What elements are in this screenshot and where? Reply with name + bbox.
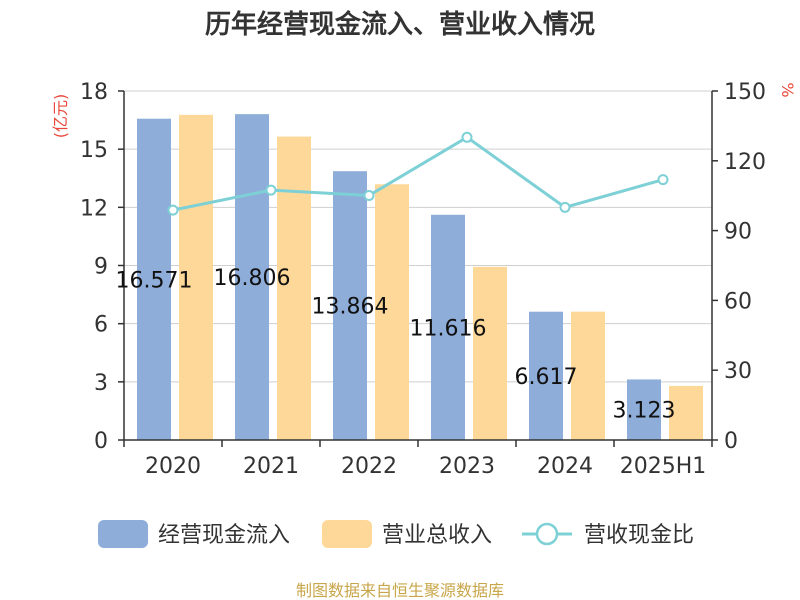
revenue-bar: [277, 136, 311, 440]
right-tick-label: 120: [724, 150, 766, 175]
x-tick-label: 2021: [243, 454, 299, 479]
chart-title: 历年经营现金流入、营业收入情况: [205, 9, 595, 40]
cash-inflow-bar: [137, 118, 171, 440]
left-axis-unit: (亿元): [51, 94, 70, 139]
x-tick-label: 2023: [439, 454, 495, 479]
ratio-line-group: [167, 131, 669, 216]
x-tick-label: 2020: [145, 454, 201, 479]
ratio-line: [172, 135, 664, 212]
legend: 经营现金流入 营业总收入 营收现金比: [98, 520, 694, 548]
legend-revenue-label: 营业总收入: [382, 523, 492, 548]
right-tick-label: 90: [724, 220, 752, 245]
cash-inflow-bar: [333, 171, 367, 440]
left-tick-label: 18: [80, 80, 108, 105]
revenue-bar: [571, 311, 605, 440]
x-tick-label: 2024: [537, 454, 593, 479]
ratio-point: [657, 174, 669, 186]
revenue-bar: [669, 385, 703, 440]
bar-data-label: 13.864: [312, 295, 389, 320]
x-tick-label: 2025H1: [620, 454, 707, 479]
bar-data-label: 3.123: [613, 399, 676, 424]
ratio-point: [559, 201, 571, 213]
data-labels: 16.571 16.806 13.864 11.616 6.617 3.123: [116, 266, 676, 424]
revenue-bar: [473, 266, 507, 440]
cash-inflow-bar: [627, 379, 661, 440]
revenue-bar: [179, 114, 213, 441]
left-tick-label: 0: [94, 429, 108, 454]
bar-data-label: 16.571: [116, 268, 193, 293]
ratio-point: [363, 189, 375, 201]
legend-revenue-swatch: [322, 520, 372, 548]
right-tick-label: 0: [724, 429, 738, 454]
bar-data-label: 6.617: [515, 365, 578, 390]
ratio-point: [265, 184, 277, 196]
left-tick-label: 12: [80, 196, 108, 221]
source-note: 制图数据来自恒生聚源数据库: [296, 581, 504, 600]
left-tick-label: 3: [94, 371, 108, 396]
cash-inflow-bar: [235, 114, 269, 440]
right-tick-label: 150: [724, 80, 766, 105]
legend-ratio-label: 营收现金比: [584, 523, 694, 548]
left-tick-label: 9: [94, 255, 108, 280]
revenue-bar: [375, 184, 409, 440]
bar-data-label: 11.616: [410, 316, 487, 341]
legend-ratio-swatch-marker: [535, 522, 559, 546]
cash-inflow-bar: [529, 311, 563, 440]
left-tick-label: 15: [80, 138, 108, 163]
right-axis-unit: %: [778, 82, 797, 97]
axes: [118, 90, 718, 447]
bar-data-label: 16.806: [214, 266, 291, 291]
legend-cash-inflow-swatch: [98, 520, 148, 548]
legend-cash-inflow-label: 经营现金流入: [158, 523, 290, 548]
ratio-point: [167, 204, 179, 216]
bar-group: [137, 114, 703, 441]
right-tick-label: 60: [724, 289, 752, 314]
ratio-point: [461, 131, 473, 143]
gridlines: [124, 90, 712, 383]
tick-labels: 0 3 6 9 12 15 18 0 30 60 90 120 150 2020 2021 2022 2023 2…: [80, 80, 766, 479]
right-tick-label: 30: [724, 359, 752, 384]
left-tick-label: 6: [94, 313, 108, 338]
x-tick-label: 2022: [341, 454, 397, 479]
cash-inflow-bar: [431, 214, 465, 440]
